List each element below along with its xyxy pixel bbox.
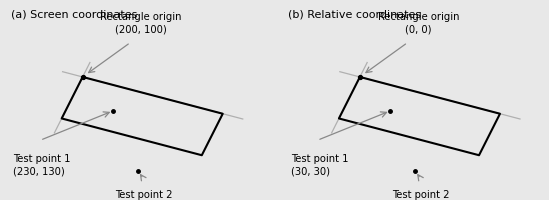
Text: Rectangle origin
(0, 0): Rectangle origin (0, 0): [378, 12, 459, 35]
Text: (a) Screen coordinates: (a) Screen coordinates: [11, 10, 137, 20]
Text: Test point 2
(60, 60): Test point 2 (60, 60): [392, 190, 450, 200]
Text: Test point 1
(30, 30): Test point 1 (30, 30): [290, 154, 348, 176]
Text: (b) Relative coordinates: (b) Relative coordinates: [288, 10, 421, 20]
Text: Rectangle origin
(200, 100): Rectangle origin (200, 100): [100, 12, 182, 35]
Text: Test point 2
(260, 160): Test point 2 (260, 160): [115, 190, 172, 200]
Text: Test point 1
(230, 130): Test point 1 (230, 130): [13, 154, 71, 176]
